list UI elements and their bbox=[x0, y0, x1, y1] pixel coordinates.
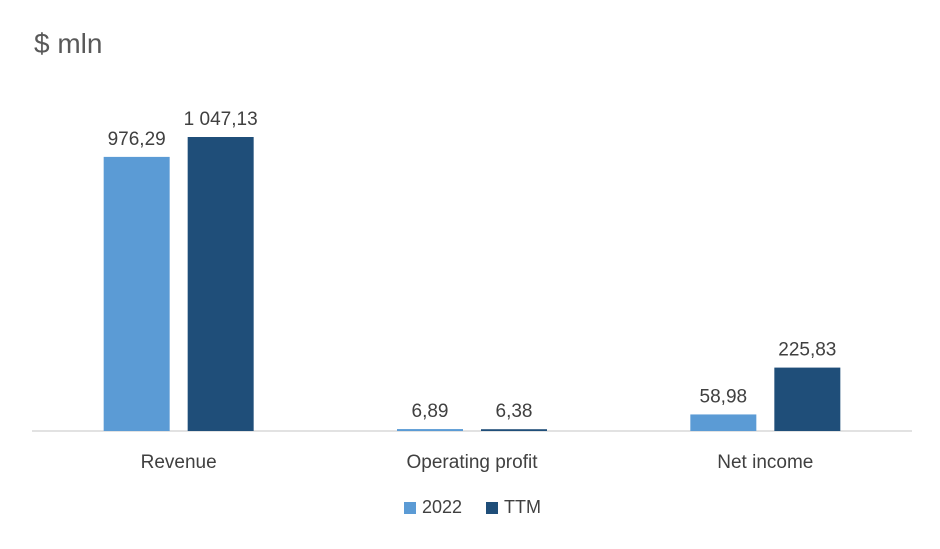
legend-swatch-ttm bbox=[486, 502, 498, 514]
bar-ttm-0 bbox=[187, 137, 254, 431]
category-label-1: Operating profit bbox=[407, 452, 539, 473]
bar-2022-2 bbox=[690, 414, 757, 431]
bar-ttm-2 bbox=[774, 367, 841, 431]
data-label-2022-0: 976,29 bbox=[108, 129, 166, 150]
data-label-ttm-1: 6,38 bbox=[496, 401, 533, 422]
data-label-2022-2: 58,98 bbox=[700, 386, 748, 407]
bar-2022-1 bbox=[397, 429, 463, 431]
category-label-0: Revenue bbox=[141, 452, 217, 473]
legend-label-2022: 2022 bbox=[422, 497, 462, 517]
chart-title: $ mln bbox=[34, 28, 103, 59]
data-label-ttm-2: 225,83 bbox=[778, 340, 836, 361]
legend-label-ttm: TTM bbox=[504, 497, 541, 517]
legend-swatch-2022 bbox=[404, 502, 416, 514]
bar-ttm-1 bbox=[481, 429, 547, 431]
data-label-ttm-0: 1 047,13 bbox=[184, 109, 258, 130]
data-label-2022-1: 6,89 bbox=[412, 401, 449, 422]
bar-2022-0 bbox=[103, 156, 170, 431]
category-label-2: Net income bbox=[717, 452, 813, 473]
